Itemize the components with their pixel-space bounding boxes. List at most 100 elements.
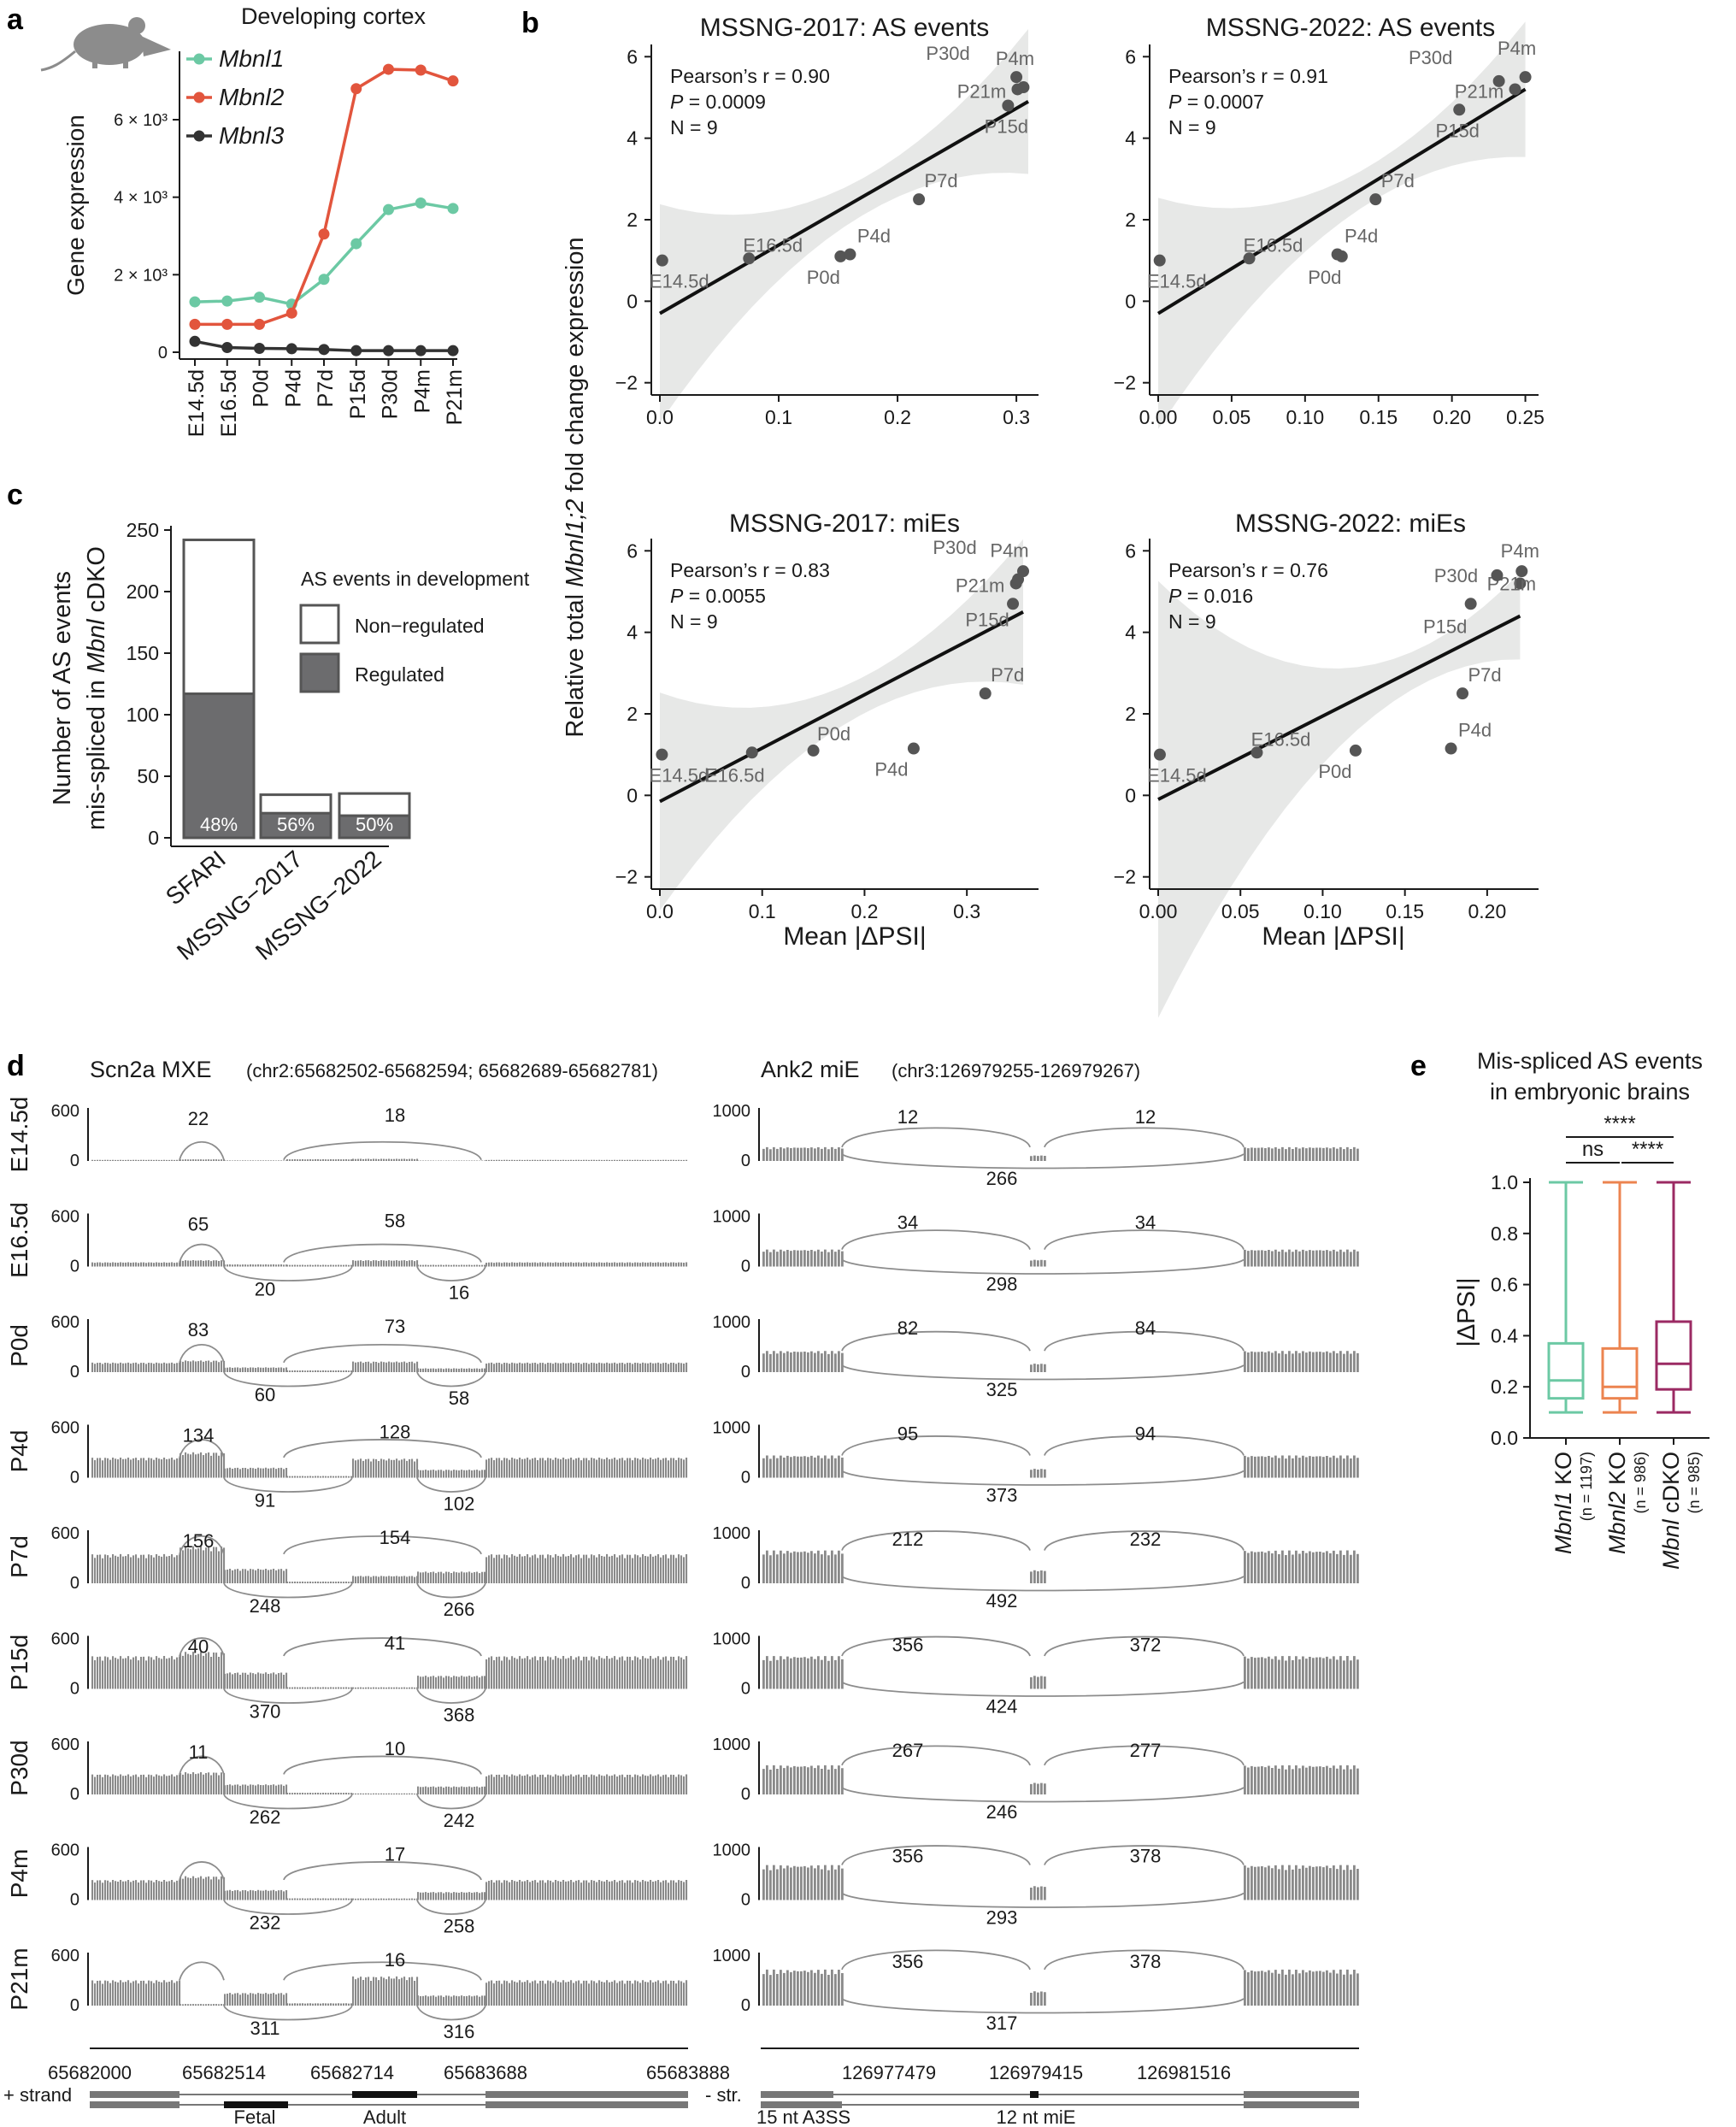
panel-c-bar-regulated-2 <box>338 814 411 840</box>
panel-b-ylabel-part-1: Mbnl1;2 <box>562 499 589 587</box>
panel-d-right-count-top1: 34 <box>897 1212 918 1234</box>
panel-d-right-coverage-left <box>762 1656 844 1689</box>
panel-d-left-xtick-label: 65682000 <box>48 2062 132 2083</box>
panel-d-left-count-j1: 83 <box>188 1319 209 1340</box>
panel-a-legend-marker <box>193 130 205 142</box>
panel-d-left-coverage-gap2 <box>417 1892 486 1900</box>
panel-d-left-arc-j4 <box>416 1371 486 1388</box>
panel-d-left-count-j4: 16 <box>449 1282 469 1304</box>
panel-e-title-2: in embryonic brains <box>1490 1079 1690 1105</box>
panel-d-right-arc-bottom <box>841 1153 1245 1170</box>
panel-d-left-coverage-flank <box>91 1879 181 1900</box>
panel-a-point-Mbnl2 <box>254 318 265 330</box>
panel-d-left-coverage-flank2 <box>485 1879 688 1900</box>
panel-d-right-count-top2: 94 <box>1135 1423 1156 1445</box>
panel-d-left-coverage-mid <box>224 1784 288 1794</box>
panel-d-right-count-bottom: 492 <box>986 1590 1018 1611</box>
panel-d-left-xtick-label: 65683688 <box>444 2062 527 2083</box>
panel-d-left-coverage-exon2 <box>352 1898 419 1900</box>
panel-e-group-label-0-part-0: Mbnl1 <box>1551 1492 1576 1555</box>
panel-d-left-coverage-flank2 <box>485 1656 688 1689</box>
panel-d-left-zero: 0 <box>70 1363 79 1382</box>
panel-a-legend-label: Mbnl1 <box>219 45 284 72</box>
panel-d-right-count-bottom: 373 <box>986 1485 1018 1506</box>
panel-d-left-count-j2: 16 <box>385 1949 405 1971</box>
panel-a-point-Mbnl2 <box>350 83 362 95</box>
panel-d-left-coverage-gap2 <box>417 1676 486 1689</box>
panel-d-left-count-j3: 262 <box>250 1806 281 1828</box>
panel-d-left-arc-j2 <box>283 1961 482 1981</box>
panel-b-stat-p-letter: P <box>670 91 684 113</box>
panel-d-right-coverage-right <box>1244 1455 1359 1478</box>
panel-b-ytick-label: 2 <box>1125 703 1136 725</box>
panel-d-right-coverage-right <box>1244 1765 1359 1794</box>
panel-d-left-count-j3: 91 <box>255 1490 275 1511</box>
panel-b-stat-p-letter: P <box>1168 91 1182 113</box>
panel-d-left-fetal-exon <box>224 2101 288 2108</box>
panel-d-right-count-bottom: 325 <box>986 1379 1018 1400</box>
panel-b-xtick-label: 0.00 <box>1139 900 1178 922</box>
panel-b-title-3: MSSNG-2022: miEs <box>1235 510 1466 538</box>
panel-d-left-count-j1: 22 <box>188 1108 209 1129</box>
panel-d-right-ymax: 1000 <box>713 1735 751 1754</box>
panel-b-fit-line-1 <box>1156 87 1527 315</box>
panel-b-xtick-label: 0.0 <box>646 406 674 428</box>
panel-d-stage-label: P30d <box>6 1740 32 1795</box>
panel-b-stat-r: Pearson’s r = 0.91 <box>1168 65 1328 87</box>
panel-b-point-E14.5d <box>656 254 668 267</box>
panel-d-left-arc-j2 <box>283 1861 482 1881</box>
panel-d-right-arc-top1 <box>841 1435 1031 1456</box>
panel-d-left-coverage-mid <box>224 1889 288 1900</box>
panel-d-left-coverage-exon2 <box>352 1158 419 1161</box>
panel-e-group-n-2: (n = 985) <box>1686 1452 1703 1514</box>
panel-a-xtick-label: P0d <box>250 369 274 407</box>
panel-b-xtick-label: 0.1 <box>765 406 792 428</box>
panel-d-left-coverage-gap2 <box>417 1470 486 1478</box>
panel-a-point-Mbnl1 <box>415 197 427 209</box>
panel-d-right-count-bottom: 246 <box>986 1801 1018 1823</box>
panel-b-point-E16.5d <box>1251 746 1263 759</box>
panel-c-legend-swatch-1 <box>299 652 340 693</box>
panel-b-point-label: P0d <box>817 723 850 745</box>
panel-e-group-label-0-part-1: KO <box>1551 1452 1576 1492</box>
panel-b-point-label: P7d <box>1381 170 1415 191</box>
panel-d-right-gene-exon <box>761 2091 833 2098</box>
panel-b-title-2: MSSNG-2017: miEs <box>729 510 960 538</box>
panel-d-left-coverage-gap <box>286 1476 353 1478</box>
panel-b-stat-p-value: = 0.0007 <box>1181 91 1264 113</box>
panel-d-left-arc-j1 <box>179 1961 225 1981</box>
panel-b-point-E14.5d <box>1153 254 1166 267</box>
panel-b-stat-p: P = 0.0055 <box>670 585 766 607</box>
panel-d-left-arc-j2 <box>283 1535 482 1555</box>
panel-d-left-arc-j3 <box>223 1688 353 1704</box>
panel-b-ytick-label: 0 <box>627 290 638 312</box>
panel-b-stat-p-value: = 0.016 <box>1181 585 1253 607</box>
panel-b-point-P4m <box>1515 565 1528 578</box>
panel-d-left-count-j1: 65 <box>188 1214 209 1235</box>
panel-d-left-count-j2: 17 <box>385 1844 405 1865</box>
panel-a-point-Mbnl1 <box>254 292 265 303</box>
panel-b-point-label: P15d <box>965 609 1009 630</box>
panel-b-point-label: P4m <box>996 48 1034 69</box>
panel-b-point-P0d <box>834 250 847 262</box>
panel-d-right-coverage-left <box>762 1550 844 1583</box>
panel-d-right-xtick-label: 126979415 <box>989 2062 1083 2083</box>
panel-b-ytick-label: −2 <box>615 372 638 394</box>
panel-d-right-arc-bottom <box>841 1681 1245 1697</box>
panel-b-point-label: E14.5d <box>1147 271 1207 292</box>
panel-a-point-Mbnl1 <box>221 295 233 307</box>
panel-d-right-ymax: 1000 <box>713 1313 751 1332</box>
panel-d-right-arc-bottom <box>841 1892 1245 1908</box>
panel-c-legend-label-1: Regulated <box>355 663 444 686</box>
panel-b-ytick-label: 0 <box>1125 290 1136 312</box>
panel-d-right-arc-top1 <box>841 1229 1031 1251</box>
panel-d-left-exon-label-adult: Adult <box>363 2106 406 2127</box>
panel-d-left-arc-j4 <box>416 1266 486 1282</box>
panel-b-ylabel-part-0: Relative total <box>562 587 589 738</box>
panel-d-left-coverage-flank <box>91 1262 181 1267</box>
panel-d-right-coverage-left <box>762 1969 844 2006</box>
panel-d-left-arc-j3 <box>223 1265 353 1282</box>
panel-d-right-xtick-label: 126981516 <box>1137 2062 1231 2083</box>
panel-d-left-zero: 0 <box>70 1574 79 1593</box>
